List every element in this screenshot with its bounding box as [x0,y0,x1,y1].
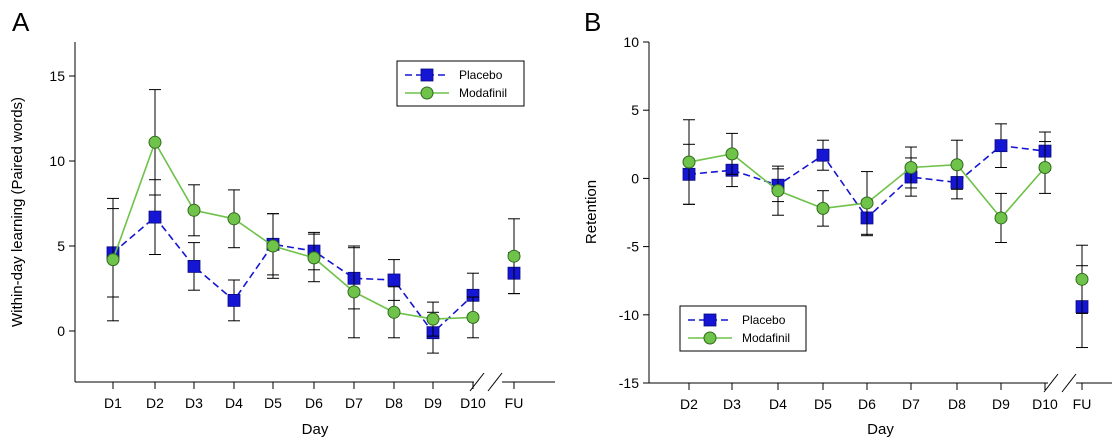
data-point-circle [307,251,321,265]
y-tick-label: -15 [619,375,639,391]
x-tick-label: D4 [769,396,787,412]
x-tick-label: D3 [185,395,203,411]
chart-panel-a: A 0 5 10 15 D1 D2 D3 D4 D5 D6 D7 D8 D9 D10 FU Day Within-… [9,7,555,438]
data-point-circle [904,160,918,174]
x-tick-label: D1 [104,395,122,411]
data-point-circle [771,184,785,198]
x-tick-label: D8 [385,395,403,411]
legend-b: Placebo Modafinil [679,305,807,352]
data-point-circle [994,211,1008,225]
x-tick-label: D7 [345,395,363,411]
legend-label-modafinil: Modafinil [742,331,790,345]
series-modafinil [106,89,521,339]
y-tick-label: 0 [57,323,65,339]
y-axis-label: Retention [583,180,600,244]
x-axis-label: Day [867,421,894,438]
legend-marker-square [420,68,434,82]
legend-a: Placebo Modafinil [396,60,525,107]
x-tick-label: D6 [858,396,876,412]
x-tick-label: FU [505,395,524,411]
y-tick-label: 10 [49,153,65,169]
y-tick-label: 10 [623,34,639,50]
x-tick-label: D2 [146,395,164,411]
legend-marker-circle [703,331,717,345]
data-point-circle [466,310,480,324]
data-point-circle [106,253,120,267]
legend-label-placebo: Placebo [459,68,503,82]
series-line-placebo [112,215,474,334]
data-point-circle [148,135,162,149]
legend-label-placebo: Placebo [742,313,786,327]
data-point-circle [387,305,401,319]
axis-break-mark [1043,373,1059,393]
x-tick-label: D10 [460,395,486,411]
legend-box [396,60,525,107]
y-tick-label: -10 [619,307,639,323]
data-point-circle [347,285,361,299]
data-point-square [148,210,162,224]
data-point-square [187,259,201,273]
panel-letter-b: B [584,7,601,37]
y-tick-label: 15 [49,68,65,84]
x-tick-label: D9 [992,396,1010,412]
series-line-modafinil [112,140,474,320]
y-axis-label: Within-day learning (Paired words) [9,97,26,327]
x-tick-label: D7 [902,396,920,412]
legend-marker-square [703,313,717,327]
series-modafinil [682,119,1089,314]
x-tick-label: D9 [424,395,442,411]
axis-break-mark [487,372,503,392]
data-point-circle [266,239,280,253]
legend-box [679,305,807,352]
data-point-square [387,273,401,287]
data-point-circle [187,203,201,217]
legend-marker-circle [420,86,434,100]
data-point-circle [426,312,440,326]
y-tick-label: 5 [631,102,639,118]
x-tick-label: D8 [948,396,966,412]
x-tick-label: D4 [225,395,243,411]
data-point-circle [227,212,241,226]
x-tick-label: D3 [723,396,741,412]
x-tick-label: D5 [814,396,832,412]
panel-letter-a: A [12,7,30,37]
data-point-circle [725,147,739,161]
data-point-square [994,139,1008,153]
y-tick-label: 5 [57,238,65,254]
y-tick-label: 0 [631,170,639,186]
data-point-square [816,148,830,162]
data-point-circle [682,155,696,169]
data-point-circle [950,158,964,172]
x-tick-label: D2 [680,396,698,412]
x-tick-label: D6 [305,395,323,411]
x-tick-label: D10 [1032,396,1058,412]
data-point-circle [816,201,830,215]
x-tick-label: D5 [264,395,282,411]
x-tick-label: FU [1073,396,1092,412]
axis-break-mark [469,372,485,392]
chart-panel-b: B -15 -10 -5 0 5 10 D2 D3 D4 D5 D6 D7 D8 D9 D10 FU Day Ret… [583,7,1112,438]
data-point-circle [1075,272,1089,286]
data-point-square [227,293,241,307]
data-point-circle [860,196,874,210]
data-point-circle [1038,160,1052,174]
axis-break-mark [1061,373,1077,393]
legend-label-modafinil: Modafinil [459,86,507,100]
y-tick-label: -5 [627,239,640,255]
data-point-circle [507,249,521,263]
x-axis-label: Day [302,421,329,438]
